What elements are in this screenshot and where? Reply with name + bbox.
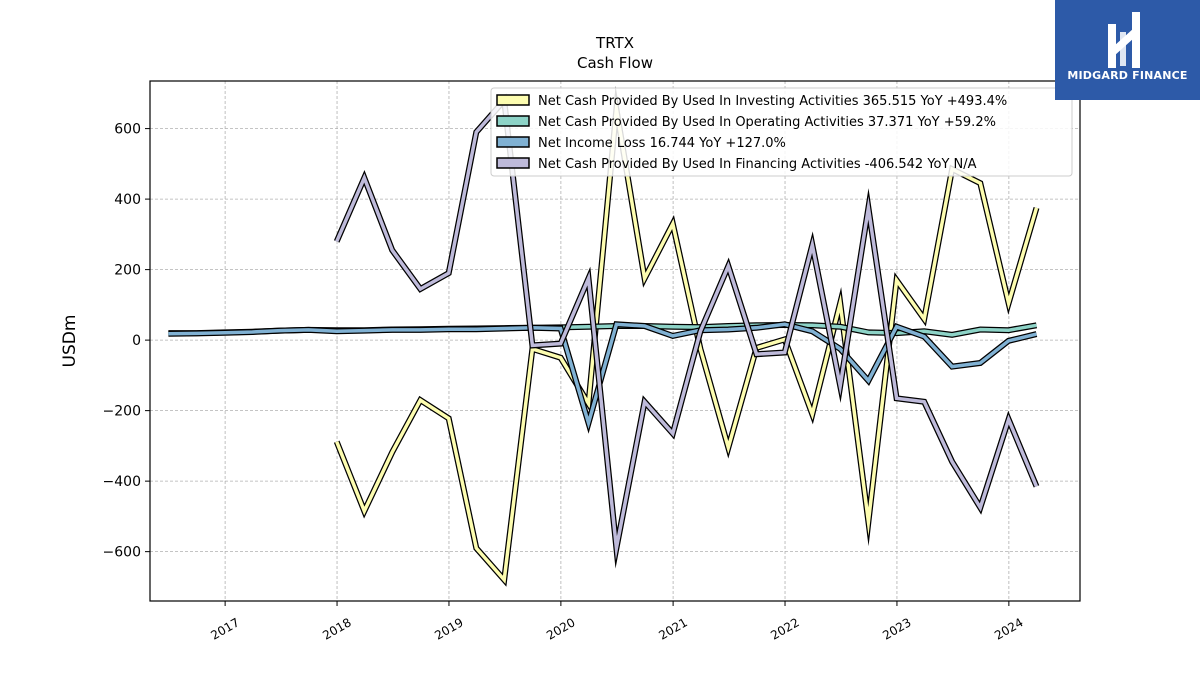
x-tick-label: 2024 — [992, 615, 1025, 642]
legend-label: Net Income Loss 16.744 YoY +127.0% — [538, 136, 786, 151]
plot-frame — [149, 80, 1081, 602]
chart-title: TRTX — [595, 34, 634, 52]
logo-text: MIDGARD FINANCE — [1067, 69, 1188, 82]
y-tick-label: −600 — [103, 545, 141, 561]
y-axis-label: USDm — [60, 315, 80, 368]
x-tick-label: 2023 — [880, 615, 913, 642]
legend-swatch — [496, 157, 530, 169]
legend-label: Net Cash Provided By Used In Operating A… — [538, 115, 996, 130]
x-tick-label: 2017 — [208, 615, 241, 642]
x-tick-label: 2020 — [544, 615, 577, 642]
series-3 — [168, 321, 1038, 434]
series-line — [335, 96, 1039, 561]
y-tick-label: 600 — [114, 122, 141, 138]
x-tick-label: 2022 — [768, 615, 801, 642]
x-tick-label: 2021 — [656, 615, 689, 642]
legend-swatch — [496, 115, 530, 127]
series-lines — [168, 86, 1040, 587]
legend-swatch — [496, 136, 530, 148]
y-tick-label: 400 — [114, 192, 141, 208]
midgard-finance-logo: MIDGARD FINANCE — [1055, 0, 1200, 100]
series-1 — [333, 86, 1040, 587]
legend-box — [490, 87, 1073, 177]
series-line — [168, 322, 1037, 430]
y-tick-label: 200 — [114, 263, 141, 279]
x-tick-label: 2019 — [432, 615, 465, 642]
y-tick-label: −200 — [103, 404, 141, 420]
legend: Net Cash Provided By Used In Investing A… — [490, 87, 1073, 177]
chart-subtitle: Cash Flow — [577, 54, 653, 72]
y-tick-label: −400 — [103, 474, 141, 490]
series-4 — [333, 93, 1040, 569]
midgard-logo-icon — [1108, 12, 1140, 68]
series-line — [335, 95, 1039, 584]
legend-label: Net Cash Provided By Used In Investing A… — [538, 94, 1007, 109]
legend-swatch — [496, 94, 530, 106]
legend-label: Net Cash Provided By Used In Financing A… — [538, 157, 977, 172]
y-tick-label: 0 — [132, 333, 141, 349]
x-tick-label: 2018 — [320, 615, 353, 642]
